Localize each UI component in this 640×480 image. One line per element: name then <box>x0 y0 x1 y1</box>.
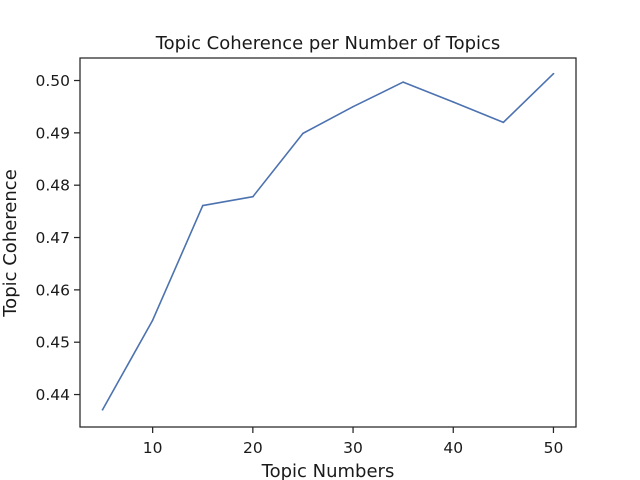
x-tick-label: 50 <box>544 439 564 457</box>
plot-area: 10 20 30 40 50 0.44 0.45 0.46 0.47 0.48 0.49 0.50 <box>35 57 577 457</box>
x-tick-label: 40 <box>443 439 463 457</box>
x-tick-label: 30 <box>343 439 363 457</box>
y-tick-label: 0.46 <box>35 281 70 299</box>
y-tick-label: 0.44 <box>35 386 70 404</box>
x-tick-label: 20 <box>243 439 263 457</box>
y-tick-label: 0.48 <box>35 177 70 195</box>
data-point <box>552 72 555 75</box>
data-point <box>502 121 505 124</box>
chart-title: Topic Coherence per Number of Topics <box>155 33 501 54</box>
data-point <box>402 81 404 83</box>
series-line <box>101 72 555 411</box>
x-axis-label: Topic Numbers <box>261 461 395 480</box>
y-tick-label: 0.49 <box>35 124 70 142</box>
data-point <box>352 105 354 108</box>
y-tick-label: 0.50 <box>35 72 70 90</box>
data-point <box>151 319 154 322</box>
plot-frame <box>79 57 577 428</box>
x-tick-label: 10 <box>143 439 163 457</box>
data-point <box>302 132 304 135</box>
y-tick-label: 0.47 <box>35 229 70 247</box>
data-point <box>201 204 204 207</box>
y-tick-label: 0.45 <box>35 334 70 352</box>
data-point <box>252 195 254 198</box>
data-point <box>452 101 455 103</box>
y-axis-label: Topic Coherence <box>0 169 21 318</box>
data-point <box>101 408 104 411</box>
